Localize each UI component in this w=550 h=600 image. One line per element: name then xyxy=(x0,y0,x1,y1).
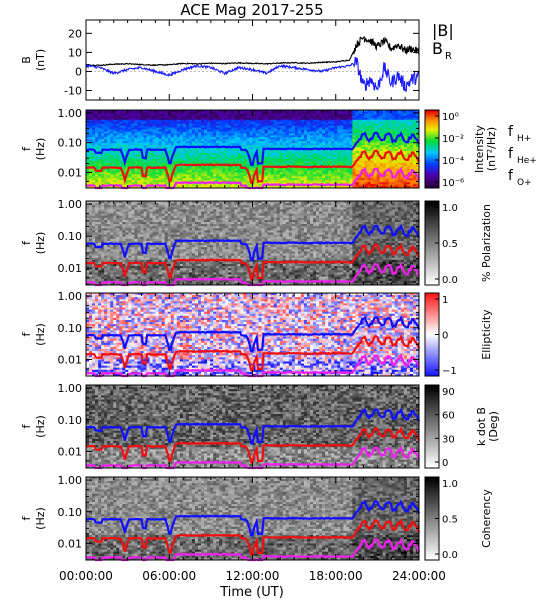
colorbar-label: k dot B xyxy=(475,407,488,446)
freq-ytick-label: 0.01 xyxy=(58,353,83,366)
f-h-plus-line-1 xyxy=(85,131,421,167)
x-axis-label: Time (UT) xyxy=(219,585,284,600)
freq-ytick-label: 1.00 xyxy=(58,382,83,395)
legend-b-total: |B| xyxy=(432,21,454,40)
freq-ytick-label: 1.00 xyxy=(58,107,83,120)
freq-ytick-label: 0.10 xyxy=(58,230,83,243)
b-total-line xyxy=(85,35,420,67)
f-h-plus-line-4 xyxy=(85,407,421,445)
legend-f-h-plus-sub: H+ xyxy=(517,134,531,144)
freq-ytick-label: 0.10 xyxy=(58,322,83,335)
colorbar-label: Coherency xyxy=(480,489,493,548)
f-h-plus-line-2 xyxy=(85,223,421,262)
colorbar-tick-label: 90 xyxy=(442,387,455,398)
panel-ellipticity: 1.00 0.10 0.01 f (Hz) 1 0 −1 Ellipticity xyxy=(20,290,493,378)
freq-ytick-label: 0.01 xyxy=(58,262,83,275)
b-ytick-label: 0 xyxy=(75,65,82,78)
colorbar-tick-label: 0.0 xyxy=(442,275,458,286)
b-ylabel-unit: (nT) xyxy=(34,49,47,71)
freq-ytick-label: 0.01 xyxy=(58,166,83,179)
freq-ylabel: f xyxy=(20,331,33,336)
colorbar-tick-label: 1.0 xyxy=(442,479,458,490)
figure-title: ACE Mag 2017-255 xyxy=(180,1,323,19)
panel-frame-0 xyxy=(85,19,420,101)
colorbar-tick-label: 60 xyxy=(442,411,455,422)
f-h-plus-line-5 xyxy=(85,499,421,537)
colorbar-tick-label: 10⁰ xyxy=(442,112,459,123)
colorbar-tick-label: 10⁻⁴ xyxy=(442,156,464,167)
x-tick-label: 18:00:00 xyxy=(309,569,363,583)
b-ytick-label: 10 xyxy=(68,46,82,59)
colorbar-tick-label: 0.0 xyxy=(442,550,458,561)
x-tick-label: 12:00:00 xyxy=(226,569,280,583)
panel-kdotb: 1.00 0.10 0.01 f (Hz) 90 60 30 0 k dot B (Deg) xyxy=(20,382,500,470)
colorbar-tick-label: 0.5 xyxy=(442,239,458,250)
x-tick-label: 00:00:00 xyxy=(59,569,113,583)
legend-b-r-subscript: R xyxy=(445,51,452,62)
freq-ylabel-unit: (Hz) xyxy=(34,507,47,530)
b-ytick-label: 20 xyxy=(68,27,82,40)
f-h-plus-line-3 xyxy=(85,315,421,353)
x-tick-label: 06:00:00 xyxy=(142,569,196,583)
b-ylabel: B xyxy=(20,56,33,64)
colorbar-1 xyxy=(424,109,440,189)
b-ytick-label: -10 xyxy=(64,84,82,97)
x-tick-label: 24:00:00 xyxy=(392,569,446,583)
freq-ytick-label: 0.10 xyxy=(58,506,83,519)
freq-ytick-label: 1.00 xyxy=(58,290,83,303)
colorbar-label: % Polarization xyxy=(480,204,493,282)
colorbar-tick-label: 10⁻² xyxy=(442,134,464,145)
panel-coherency: 1.00 0.10 0.01 f (Hz) 1.0 0.5 0.0 Coherency xyxy=(20,474,493,562)
freq-ylabel: f xyxy=(20,423,33,428)
freq-ytick-label: 0.01 xyxy=(58,537,83,550)
freq-ylabel-unit: (Hz) xyxy=(34,323,47,346)
freq-ytick-label: 1.00 xyxy=(58,474,83,487)
colorbar-tick-label: −1 xyxy=(442,366,457,377)
colorbar-tick-label: 1 xyxy=(442,295,448,306)
freq-ylabel: f xyxy=(20,146,33,151)
legend-f-o-plus-sub: O+ xyxy=(517,178,532,188)
colorbar-tick-label: 30 xyxy=(442,434,455,445)
colorbar-5 xyxy=(424,476,440,561)
panel-polarization: 1.00 0.10 0.01 f (Hz) 1.0 0.5 0.0 % Polarization xyxy=(20,198,493,287)
colorbar-tick-label: 0.5 xyxy=(442,515,458,526)
colorbar-label: (Deg) xyxy=(487,411,500,442)
legend-f-he-plus-sub: He+ xyxy=(517,156,537,166)
colorbar-tick-label: 10⁻⁶ xyxy=(442,178,464,189)
heatmap-cells-5 xyxy=(86,477,420,561)
legend-f-he-plus: f xyxy=(508,146,514,162)
freq-ylabel-unit: (Hz) xyxy=(34,138,47,161)
colorbar-tick-label: 0 xyxy=(442,331,448,342)
colorbar-label: Ellipticity xyxy=(480,309,493,360)
freq-ytick-label: 0.10 xyxy=(58,414,83,427)
legend-b-r: B xyxy=(432,39,443,58)
freq-ylabel: f xyxy=(20,240,33,245)
colorbar-label: Intensity xyxy=(473,125,486,173)
colorbar-tick-label: 1.0 xyxy=(442,203,458,214)
freq-ytick-label: 0.10 xyxy=(58,137,83,150)
legend-f-h-plus: f xyxy=(508,124,514,140)
freq-ytick-label: 0.01 xyxy=(58,445,83,458)
colorbar-3 xyxy=(424,292,440,377)
freq-ylabel-unit: (Hz) xyxy=(34,232,47,255)
freq-ylabel-unit: (Hz) xyxy=(34,415,47,438)
colorbar-tick-label: 0 xyxy=(442,458,448,469)
heatmap-cells-4 xyxy=(86,385,420,469)
freq-ytick-label: 1.00 xyxy=(58,198,83,211)
b-r-line xyxy=(85,56,420,92)
colorbar-label: (nT²/Hz) xyxy=(485,127,498,171)
colorbar-4 xyxy=(424,384,440,469)
freq-ylabel: f xyxy=(20,515,33,520)
legend-f-o-plus: f xyxy=(508,168,514,184)
panel-intensity: 1.000.100.01f (Hz)10⁰10⁻²10⁻⁴10⁻⁶Intensit… xyxy=(20,107,537,190)
